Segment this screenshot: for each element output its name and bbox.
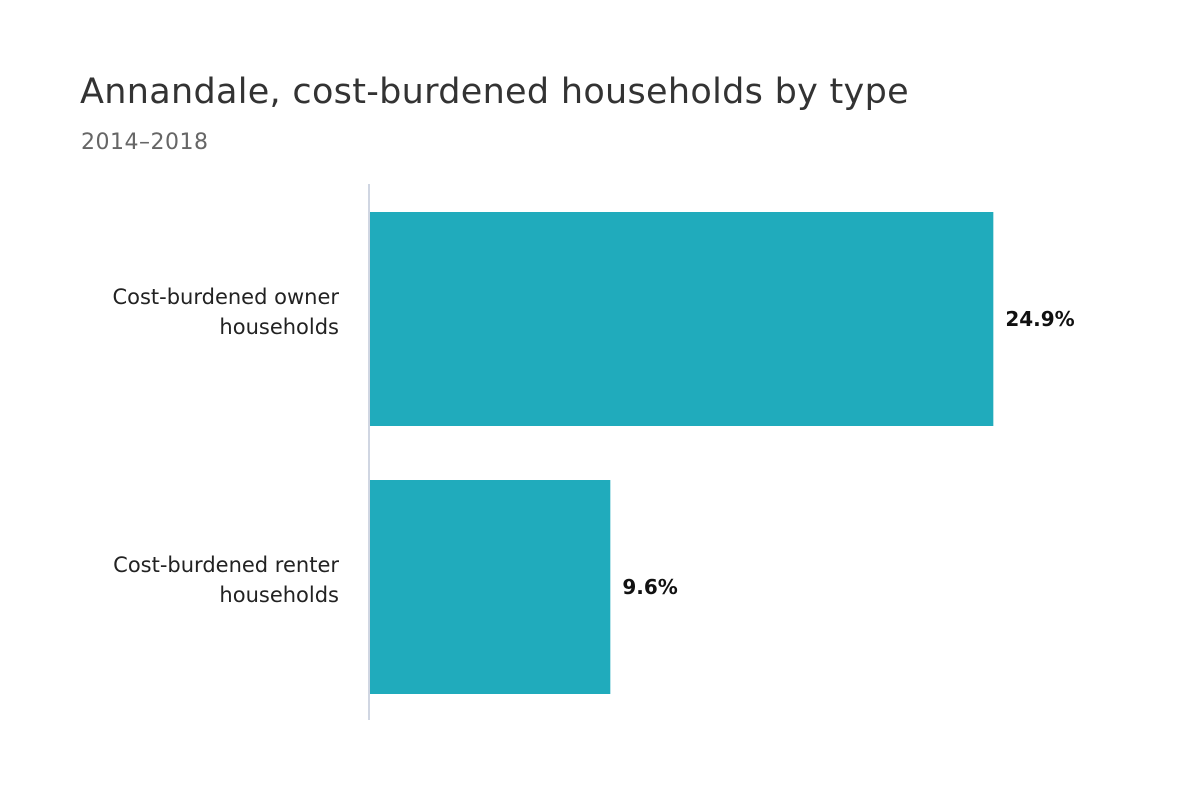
category-label-1: Cost-burdened renter households (113, 553, 339, 607)
chart-subtitle: 2014–2018 (81, 130, 209, 155)
value-label-1: 9.6% (622, 575, 677, 599)
category-label-line: households (219, 315, 339, 339)
category-label-0: Cost-burdened owner households (112, 285, 339, 339)
category-label-line: Cost-burdened renter (113, 553, 339, 577)
bars-group: 24.9% Cost-burdened owner households 9.6% Co… (112, 212, 1075, 694)
chart-title: Annandale, cost-burdened households by t… (80, 72, 909, 112)
bar-0 (370, 212, 994, 426)
bar-1 (370, 480, 611, 694)
category-label-line: households (219, 583, 339, 607)
category-label-line: Cost-burdened owner (112, 285, 339, 309)
value-label-0: 24.9% (1005, 307, 1074, 331)
